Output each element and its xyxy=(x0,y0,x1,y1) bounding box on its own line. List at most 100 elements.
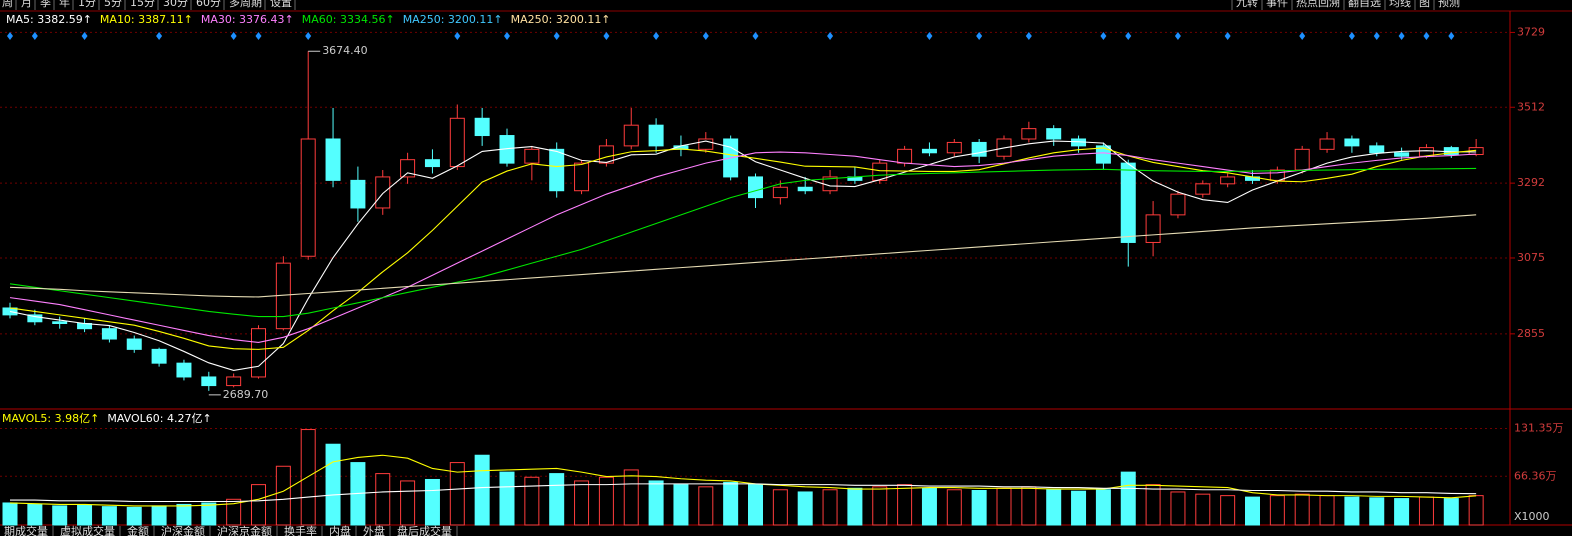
candle-body xyxy=(1046,128,1062,140)
period-button[interactable]: 多周期 xyxy=(229,0,262,9)
volume-bar xyxy=(201,502,217,526)
period-button[interactable]: 季 xyxy=(40,0,51,9)
volume-bar xyxy=(897,484,913,526)
signal-marker xyxy=(7,32,13,40)
indicator-tab[interactable]: 内盘 xyxy=(329,524,351,536)
volume-bar xyxy=(872,486,888,526)
signal-marker xyxy=(1348,32,1355,40)
period-button[interactable]: 1分 xyxy=(78,0,96,9)
signal-marker xyxy=(1448,32,1455,40)
signal-marker xyxy=(454,32,461,40)
tool-button[interactable]: 九转 xyxy=(1236,0,1258,9)
candle-body xyxy=(1344,138,1360,147)
signal-marker xyxy=(504,32,510,40)
ma-legend: MA30: 3376.43↑ xyxy=(201,13,294,26)
tool-button[interactable]: 热点回溯 xyxy=(1296,0,1340,9)
volume-bar xyxy=(1319,495,1335,526)
volume-bar xyxy=(1095,489,1111,526)
signal-marker xyxy=(702,32,709,40)
candle-body xyxy=(126,338,142,350)
period-button[interactable]: 5分 xyxy=(104,0,122,9)
volume-bar xyxy=(1046,489,1062,526)
vol-legend: MAVOL5: 3.98亿↑ xyxy=(2,412,99,425)
indicator-tab[interactable]: 换手率 xyxy=(284,524,317,536)
signal-marker xyxy=(827,32,834,40)
candle-body xyxy=(1220,176,1236,185)
candle-body xyxy=(921,148,937,154)
candle-body xyxy=(797,186,813,192)
tool-button[interactable]: 图 xyxy=(1419,0,1430,9)
volume-bar xyxy=(698,486,714,526)
volume-bar xyxy=(499,471,515,526)
volume-bar xyxy=(748,484,763,526)
volume-bar xyxy=(375,473,391,526)
candle-body xyxy=(1145,214,1161,243)
signal-marker xyxy=(31,32,38,40)
period-button[interactable]: 设置 xyxy=(270,0,292,9)
signal-marker xyxy=(305,32,312,40)
volume-bar xyxy=(1195,493,1211,526)
indicator-tab[interactable]: 沪深金额 xyxy=(161,524,205,536)
period-button[interactable]: 月 xyxy=(21,0,32,9)
volume-bar xyxy=(176,503,192,526)
low-annotation: 2689.70 xyxy=(223,388,268,401)
candle-body xyxy=(375,176,391,209)
volume-bar xyxy=(1145,484,1161,526)
tool-button[interactable]: 事件 xyxy=(1266,0,1288,9)
ma-line xyxy=(9,151,1477,344)
signal-marker xyxy=(1125,32,1132,40)
candle-body xyxy=(1021,128,1037,140)
unit-label: X1000 xyxy=(1514,510,1550,523)
volume-bar xyxy=(1120,471,1136,526)
volume-bar xyxy=(1220,495,1236,526)
ma-legend: MA250: 3200.11↑ xyxy=(511,13,611,26)
candle-body xyxy=(176,362,192,378)
candle-body xyxy=(872,162,888,181)
candle-body xyxy=(1120,162,1136,243)
y-tick-label: 3075 xyxy=(1517,251,1545,264)
period-button[interactable]: 15分 xyxy=(130,0,155,9)
y-tick-label: 3729 xyxy=(1517,25,1545,38)
volume-bar xyxy=(226,498,242,526)
period-button[interactable]: 60分 xyxy=(196,0,221,9)
indicator-tab[interactable]: 金额 xyxy=(127,524,149,536)
indicator-tab[interactable]: 盘后成交量 xyxy=(397,524,452,536)
volume-bar xyxy=(822,489,838,526)
tool-button[interactable]: 预测 xyxy=(1438,0,1460,9)
signal-marker xyxy=(653,32,660,40)
candle-body xyxy=(424,159,440,168)
high-annotation: 3674.40 xyxy=(322,44,368,57)
volume-bar xyxy=(1269,495,1285,526)
candle-body xyxy=(251,328,266,378)
indicator-tab[interactable]: 虚拟成交量 xyxy=(60,524,115,536)
volume-bar xyxy=(524,476,540,526)
period-button[interactable]: 30分 xyxy=(163,0,188,9)
candle-body xyxy=(52,321,68,325)
period-button[interactable]: 周 xyxy=(2,0,13,9)
signal-marker xyxy=(1224,32,1231,40)
indicator-tab[interactable]: 期成交量 xyxy=(4,524,48,536)
period-button[interactable]: 年 xyxy=(59,0,70,9)
volume-bar xyxy=(251,484,266,526)
ma-line xyxy=(10,483,1477,503)
volume-bar xyxy=(474,454,490,526)
volume-bar xyxy=(598,476,614,526)
signal-marker xyxy=(1398,32,1405,40)
volume-bar xyxy=(275,465,291,526)
volume-bar xyxy=(101,506,117,526)
candle-body xyxy=(772,186,788,199)
ma-legend: MA60: 3334.56↑ xyxy=(302,13,395,26)
candle-body xyxy=(698,138,714,150)
volume-bar xyxy=(1344,496,1360,526)
volume-bar xyxy=(946,489,962,526)
signal-marker xyxy=(1174,32,1181,40)
volume-bar xyxy=(673,484,689,526)
tool-button[interactable]: 翻自选 xyxy=(1348,0,1381,9)
indicator-tab[interactable]: 沪深京金额 xyxy=(217,524,272,536)
indicator-tab[interactable]: 外盘 xyxy=(363,524,385,536)
candle-body xyxy=(897,148,913,164)
tool-button[interactable]: 均线 xyxy=(1389,0,1411,9)
ma-line xyxy=(9,167,1477,318)
signal-marker xyxy=(752,32,759,40)
